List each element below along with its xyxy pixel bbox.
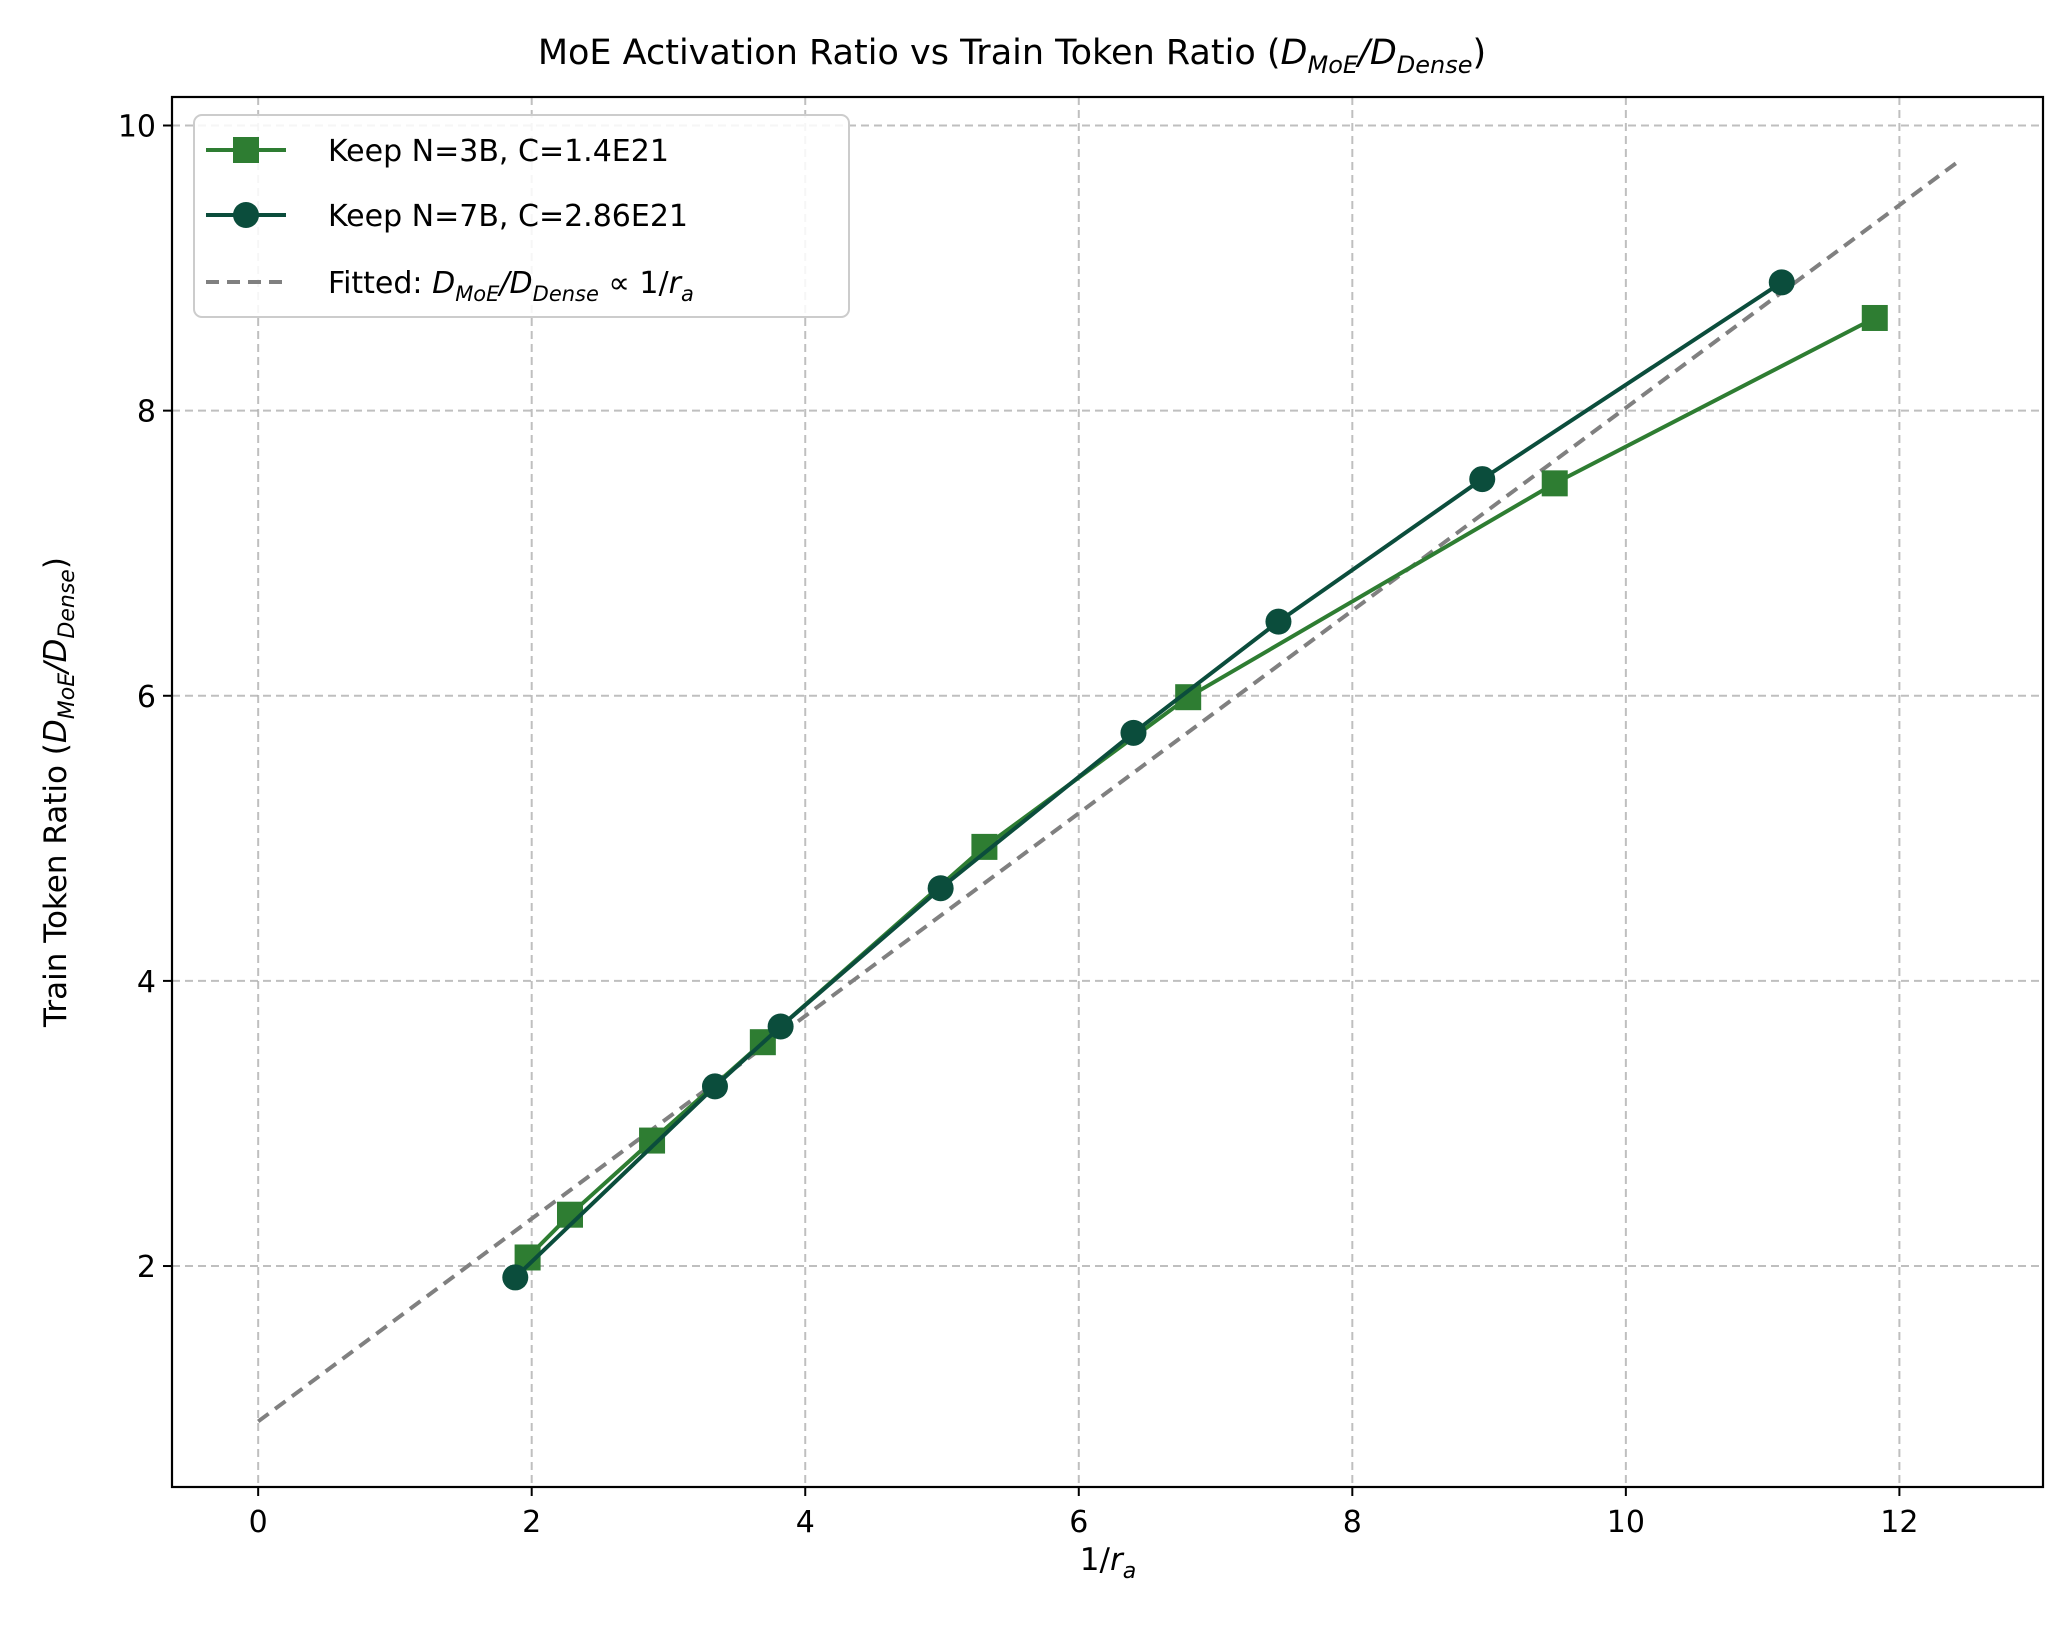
x-tick-label: 2 bbox=[522, 1505, 541, 1540]
x-tick-label: 0 bbox=[249, 1505, 268, 1540]
series-2-point bbox=[502, 1264, 529, 1291]
series-2-point bbox=[701, 1073, 728, 1100]
series-1-point bbox=[1541, 470, 1568, 497]
legend-label-series-2: Keep N=7B, C=2.86E21 bbox=[328, 199, 688, 234]
series-2-point bbox=[767, 1013, 794, 1040]
legend-box bbox=[193, 114, 850, 318]
legend-entry-series-1: Keep N=3B, C=1.4E21 bbox=[206, 134, 669, 169]
x-tick-label: 12 bbox=[1880, 1505, 1918, 1540]
legend-entry-fitted: Fitted: DMoE/DDense ∝ 1/ra bbox=[206, 266, 694, 306]
legend: Keep N=3B, C=1.4E21 Keep N=7B, C=2.86E21… bbox=[193, 114, 850, 318]
y-tick-label: 10 bbox=[118, 110, 156, 145]
x-tick-label: 6 bbox=[1069, 1505, 1088, 1540]
y-axis-label: Train Token Ratio (DMoE/DDense) bbox=[38, 557, 80, 1028]
y-tick-label: 2 bbox=[137, 1250, 156, 1285]
legend-label-fitted: Fitted: DMoE/DDense ∝ 1/ra bbox=[328, 266, 694, 306]
series-2-point bbox=[1469, 466, 1496, 493]
legend-marker-series-2 bbox=[233, 202, 259, 228]
x-axis-label: 1/ra bbox=[1080, 1542, 1136, 1584]
chart-title: MoE Activation Ratio vs Train Token Rati… bbox=[538, 33, 1486, 79]
legend-label-series-1: Keep N=3B, C=1.4E21 bbox=[328, 134, 669, 169]
x-tick-label: 4 bbox=[796, 1505, 815, 1540]
series-2-line bbox=[513, 280, 1783, 1279]
legend-entry-series-2: Keep N=7B, C=2.86E21 bbox=[206, 199, 688, 234]
grid bbox=[172, 97, 2043, 1487]
series-2-point bbox=[927, 875, 954, 902]
y-tick-label: 8 bbox=[137, 395, 156, 430]
legend-marker-series-1 bbox=[233, 137, 259, 163]
plot-frame bbox=[170, 95, 2045, 1489]
x-tick-label: 8 bbox=[1343, 1505, 1362, 1540]
series-2-point bbox=[1768, 269, 1795, 296]
x-tick-label: 10 bbox=[1607, 1505, 1645, 1540]
ticks: 0 2 4 6 8 10 12 2 4 6 8 10 bbox=[118, 110, 1919, 1540]
y-tick-label: 4 bbox=[137, 965, 156, 1000]
fitted-line bbox=[256, 160, 1959, 1424]
y-tick-label: 6 bbox=[137, 680, 156, 715]
series-1-point bbox=[1861, 304, 1888, 331]
series-layer bbox=[256, 160, 1959, 1424]
series-2-point bbox=[1265, 608, 1292, 635]
series-2-point bbox=[1120, 719, 1147, 746]
